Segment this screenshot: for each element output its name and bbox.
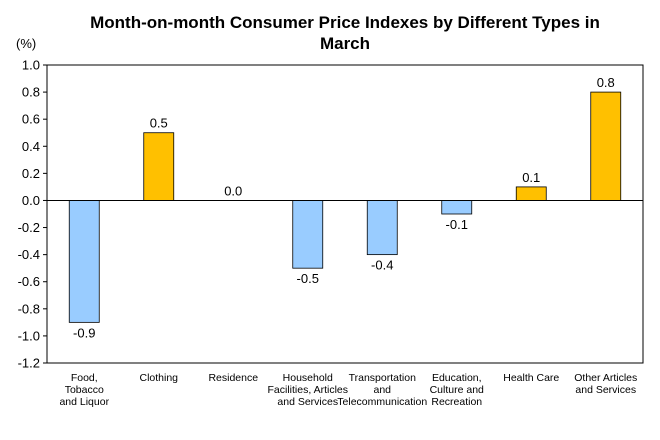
x-category-label: Clothing [139, 372, 178, 384]
y-tick-label: -0.8 [18, 301, 40, 316]
x-category-label-line: Transportation [349, 372, 416, 384]
x-category-label: Education, Culture and Recreation [430, 372, 484, 408]
data-label: 0.0 [224, 183, 242, 198]
chart-title-line-2: March [319, 34, 371, 53]
chart-title: Month-on-month Consumer Price Indexes by… [40, 12, 650, 54]
x-category-label: Health Care [503, 372, 559, 384]
x-category-label-line: and [373, 384, 391, 396]
bar [68, 200, 100, 323]
x-category-label-line: Residence [208, 372, 258, 384]
y-tick-label: -1.2 [18, 356, 40, 371]
y-axis-unit-label: (%) [16, 36, 37, 51]
y-tick-label: -0.2 [18, 220, 40, 235]
y-tick-label: -1.0 [18, 328, 40, 343]
y-tick-label: -0.4 [18, 247, 40, 262]
x-category-label: Food, Tobacco and Liquor [59, 372, 109, 408]
data-label: 0.1 [522, 170, 540, 185]
x-category-label-line: Culture and [430, 384, 484, 396]
data-label: 0.8 [597, 75, 615, 90]
y-tick-label: -0.6 [18, 274, 40, 289]
data-label: -0.4 [371, 258, 393, 273]
data-label: -0.1 [446, 217, 468, 232]
bar [590, 91, 622, 201]
data-label: 0.5 [150, 116, 168, 131]
bar [366, 200, 398, 256]
x-category-label-line: and Liquor [59, 396, 109, 408]
chart-title-line-1: Month-on-month Consumer Price Indexes by… [90, 13, 600, 32]
x-category-label: Household Facilities, Articles and Service… [267, 372, 348, 408]
x-category-label-line: Tobacco [65, 384, 104, 396]
bar [292, 200, 324, 269]
y-tick-label: 0.8 [22, 85, 40, 100]
y-tick-label: 0.4 [22, 139, 40, 154]
x-category-label-line: Facilities, Articles [267, 384, 348, 396]
x-category-label-line: Health Care [503, 372, 559, 384]
y-tick-label: 0.0 [22, 193, 40, 208]
x-category-label-line: and Services [575, 384, 636, 396]
x-category-label-line: and Services [277, 396, 338, 408]
bar [515, 186, 547, 201]
y-tick-label: 0.2 [22, 166, 40, 181]
x-category-label-line: Food, [71, 372, 98, 384]
x-category-label-line: Clothing [139, 372, 178, 384]
x-category-label-line: Other Articles [574, 372, 637, 384]
y-tick-label: 1.0 [22, 58, 40, 73]
x-category-label: Transportation and Telecommunication [337, 372, 427, 408]
x-category-label-line: Telecommunication [337, 396, 427, 408]
data-label: -0.5 [297, 271, 319, 286]
x-category-label-line: Household [283, 372, 333, 384]
x-category-label: Residence [208, 372, 258, 384]
data-label: -0.9 [73, 325, 95, 340]
x-category-label: Other Articles and Services [574, 372, 637, 396]
y-tick-label: 0.6 [22, 112, 40, 127]
x-category-label-line: Recreation [431, 396, 482, 408]
bar [143, 132, 175, 201]
plot-area-frame [46, 64, 644, 364]
x-category-label-line: Education, [432, 372, 482, 384]
bar [441, 200, 473, 215]
